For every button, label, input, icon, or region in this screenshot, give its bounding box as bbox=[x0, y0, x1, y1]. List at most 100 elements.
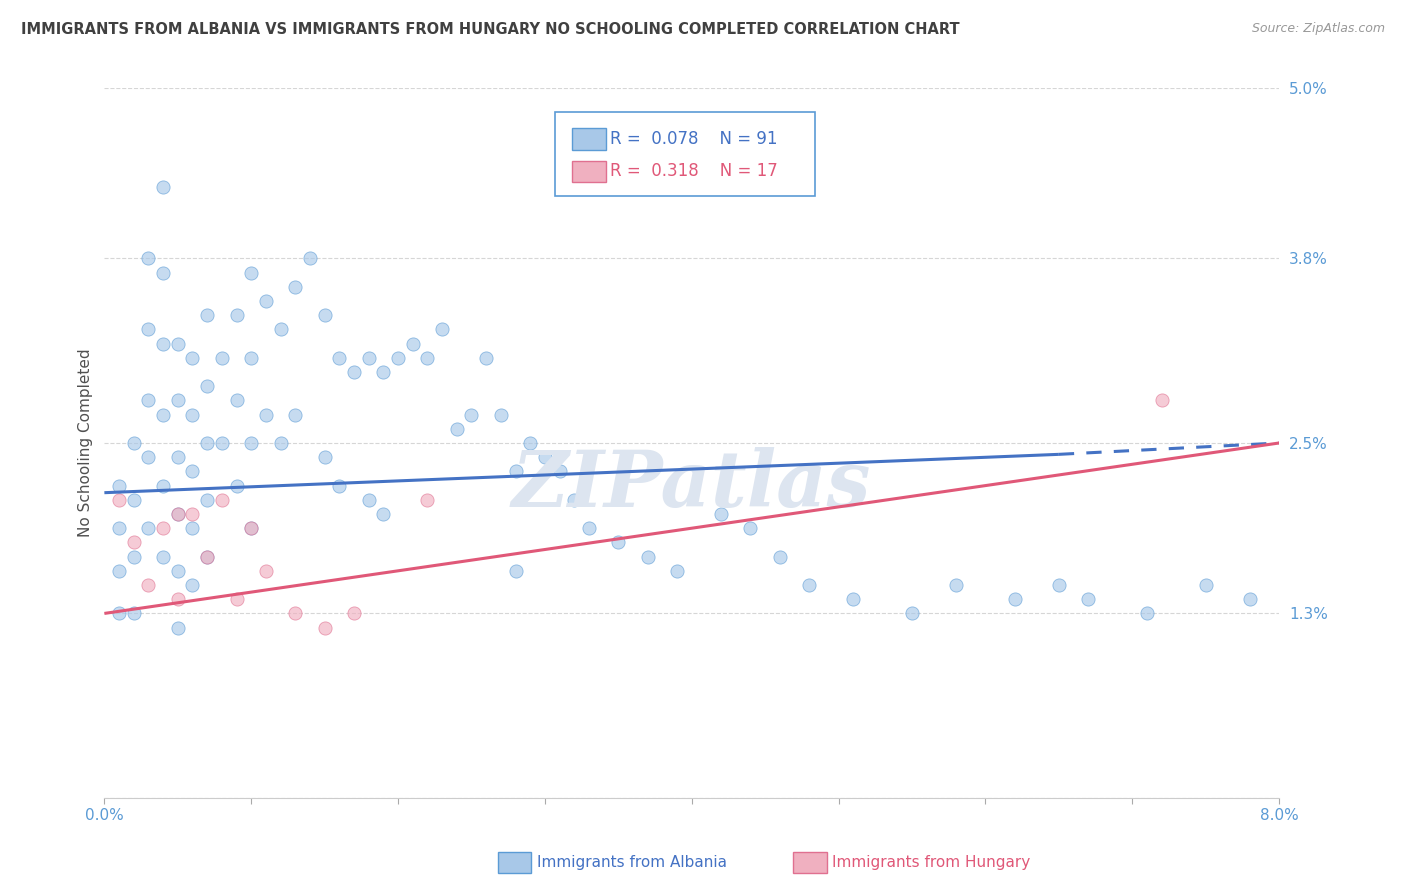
Point bbox=[298, 252, 321, 266]
Point bbox=[460, 408, 482, 422]
Point bbox=[901, 607, 924, 621]
Point bbox=[195, 549, 218, 564]
Text: Source: ZipAtlas.com: Source: ZipAtlas.com bbox=[1251, 22, 1385, 36]
Text: Immigrants from Albania: Immigrants from Albania bbox=[537, 855, 727, 870]
Point bbox=[166, 393, 188, 408]
Point bbox=[284, 607, 307, 621]
Point bbox=[108, 564, 131, 578]
Text: IMMIGRANTS FROM ALBANIA VS IMMIGRANTS FROM HUNGARY NO SCHOOLING COMPLETED CORREL: IMMIGRANTS FROM ALBANIA VS IMMIGRANTS FR… bbox=[21, 22, 960, 37]
Point bbox=[138, 578, 160, 592]
Point bbox=[211, 351, 233, 365]
Point bbox=[402, 336, 425, 351]
Point bbox=[195, 436, 218, 450]
Point bbox=[138, 521, 160, 535]
Point bbox=[225, 308, 247, 322]
Point bbox=[519, 436, 541, 450]
Point bbox=[181, 408, 204, 422]
Point bbox=[181, 464, 204, 478]
Point bbox=[166, 507, 188, 521]
Point bbox=[710, 507, 733, 521]
Point bbox=[195, 308, 218, 322]
Point bbox=[240, 521, 263, 535]
Point bbox=[166, 336, 188, 351]
Point bbox=[740, 521, 762, 535]
Point bbox=[416, 492, 439, 507]
Point bbox=[548, 464, 571, 478]
Point bbox=[122, 535, 145, 549]
Point bbox=[637, 549, 659, 564]
Point bbox=[108, 607, 131, 621]
Point bbox=[314, 621, 336, 635]
Point bbox=[430, 322, 453, 336]
Point bbox=[195, 492, 218, 507]
Point bbox=[799, 578, 821, 592]
Point bbox=[122, 492, 145, 507]
Point bbox=[138, 450, 160, 465]
Point bbox=[534, 450, 557, 465]
Point bbox=[357, 492, 380, 507]
Point bbox=[578, 521, 600, 535]
Point bbox=[284, 279, 307, 293]
Point bbox=[138, 393, 160, 408]
Point bbox=[152, 478, 174, 492]
Point bbox=[122, 607, 145, 621]
Point bbox=[1047, 578, 1070, 592]
Y-axis label: No Schooling Completed: No Schooling Completed bbox=[79, 349, 93, 537]
Point bbox=[152, 266, 174, 280]
Point bbox=[1195, 578, 1218, 592]
Point bbox=[314, 308, 336, 322]
Point bbox=[211, 436, 233, 450]
Point bbox=[489, 408, 512, 422]
Point bbox=[373, 507, 395, 521]
Point bbox=[505, 464, 527, 478]
Point bbox=[152, 549, 174, 564]
Point bbox=[945, 578, 967, 592]
Point bbox=[195, 379, 218, 393]
Point bbox=[152, 521, 174, 535]
Text: ZIPatlas: ZIPatlas bbox=[512, 448, 872, 524]
Point bbox=[225, 478, 247, 492]
Point bbox=[314, 450, 336, 465]
Point bbox=[181, 578, 204, 592]
Point bbox=[166, 450, 188, 465]
Point bbox=[195, 549, 218, 564]
Point bbox=[270, 322, 292, 336]
Point bbox=[343, 365, 366, 379]
Point bbox=[254, 408, 277, 422]
Point bbox=[166, 564, 188, 578]
Point bbox=[1150, 393, 1173, 408]
Point bbox=[328, 478, 350, 492]
Text: R =  0.318    N = 17: R = 0.318 N = 17 bbox=[610, 162, 778, 180]
Point bbox=[505, 564, 527, 578]
Point bbox=[343, 607, 366, 621]
Text: R =  0.078    N = 91: R = 0.078 N = 91 bbox=[610, 130, 778, 148]
Point bbox=[152, 336, 174, 351]
Point bbox=[152, 408, 174, 422]
Point bbox=[1136, 607, 1159, 621]
Point bbox=[138, 322, 160, 336]
Point bbox=[284, 408, 307, 422]
Point bbox=[416, 351, 439, 365]
Point bbox=[842, 592, 865, 607]
Point bbox=[240, 521, 263, 535]
Point bbox=[166, 621, 188, 635]
Point bbox=[211, 492, 233, 507]
Point bbox=[270, 436, 292, 450]
Point bbox=[225, 592, 247, 607]
Point bbox=[240, 436, 263, 450]
Point bbox=[769, 549, 792, 564]
Point bbox=[254, 293, 277, 308]
Point bbox=[108, 521, 131, 535]
Point bbox=[166, 507, 188, 521]
Point bbox=[181, 521, 204, 535]
Point bbox=[122, 436, 145, 450]
Point bbox=[240, 266, 263, 280]
Point bbox=[108, 478, 131, 492]
Point bbox=[562, 492, 585, 507]
Point bbox=[1077, 592, 1099, 607]
Point bbox=[152, 180, 174, 194]
Point bbox=[1239, 592, 1261, 607]
Point bbox=[387, 351, 409, 365]
Point bbox=[475, 351, 498, 365]
Point bbox=[108, 492, 131, 507]
